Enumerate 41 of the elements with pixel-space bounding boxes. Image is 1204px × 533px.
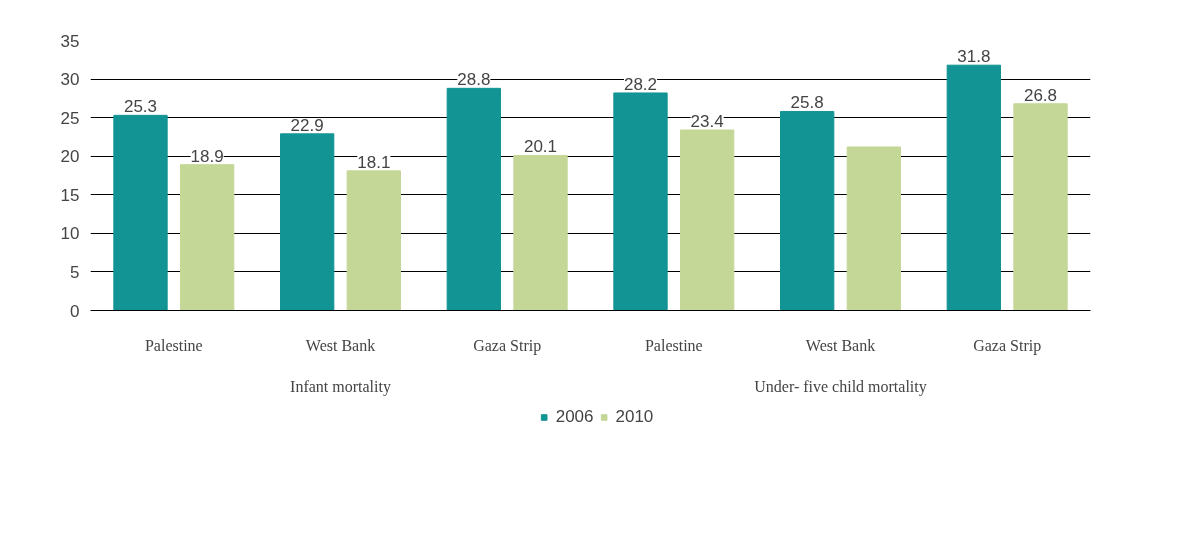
data-label: 18.9 <box>190 146 224 166</box>
data-label: 18.1 <box>357 152 391 172</box>
y-tick-label: 10 <box>60 224 80 244</box>
data-label: 25.3 <box>123 97 158 117</box>
data-label: 20.1 <box>523 137 558 157</box>
x-tick-label: Gaza Strip <box>973 336 1042 355</box>
data-label: 28.2 <box>623 74 658 94</box>
data-label: 26.8 <box>1023 85 1058 105</box>
bar <box>613 92 668 311</box>
legend-label: 2010 <box>615 407 654 427</box>
y-tick-label: 25 <box>60 108 80 128</box>
y-tick-label: 0 <box>70 301 80 321</box>
y-tick-label: 5 <box>70 262 80 282</box>
bar <box>846 146 901 311</box>
x-tick-label: Palestine <box>644 336 703 354</box>
x-tick-label: Palestine <box>144 336 203 354</box>
bar <box>513 154 568 311</box>
data-label: 28.8 <box>457 70 491 90</box>
data-label: 31.8 <box>957 47 991 67</box>
legend-label: 2006 <box>555 407 594 427</box>
y-tick-label: 30 <box>60 70 80 90</box>
bar <box>180 164 235 311</box>
text: Under- five child mortality <box>754 377 927 396</box>
bar <box>446 87 501 311</box>
bar <box>280 133 335 311</box>
data-label: 22.9 <box>290 115 324 135</box>
bar <box>346 170 401 311</box>
y-tick-label: 15 <box>60 185 80 205</box>
bar <box>680 129 735 311</box>
data-label: 23.4 <box>690 111 724 131</box>
x-tick-label: West Bank <box>305 336 376 354</box>
bar <box>1013 103 1068 311</box>
x-tick-label: Gaza Strip <box>473 336 542 355</box>
bar <box>946 64 1001 311</box>
data-label: 25.8 <box>790 93 824 113</box>
bar <box>113 114 168 311</box>
y-tick-label: 20 <box>60 147 80 167</box>
y-tick-label: 35 <box>60 31 80 51</box>
x-tick-label: West Bank <box>805 336 876 354</box>
text: Infant mortality <box>290 377 391 396</box>
bar <box>780 110 835 311</box>
